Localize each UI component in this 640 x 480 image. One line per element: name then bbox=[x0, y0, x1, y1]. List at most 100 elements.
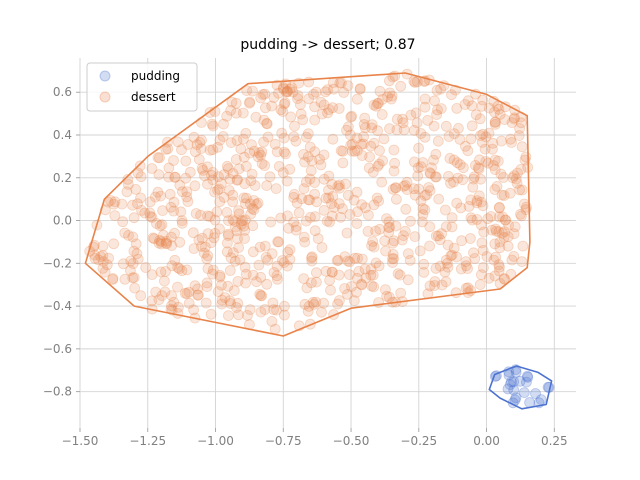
dessert-point bbox=[345, 281, 357, 293]
dessert-point bbox=[492, 100, 504, 112]
dessert-point bbox=[477, 200, 489, 212]
dessert-point bbox=[298, 273, 310, 285]
dessert-point bbox=[478, 226, 490, 238]
dessert-point bbox=[195, 143, 207, 155]
pudding-point bbox=[518, 387, 530, 399]
dessert-point bbox=[254, 288, 266, 300]
x-tick-label: −1.00 bbox=[197, 434, 234, 448]
dessert-point bbox=[300, 176, 312, 188]
dessert-point bbox=[229, 255, 241, 267]
dessert-point bbox=[373, 195, 385, 207]
dessert-point bbox=[277, 82, 289, 94]
dessert-point bbox=[290, 224, 302, 236]
dessert-point bbox=[240, 127, 252, 139]
dessert-point bbox=[227, 189, 239, 201]
dessert-point bbox=[127, 199, 138, 211]
dessert-point bbox=[303, 300, 315, 312]
dessert-point bbox=[278, 146, 290, 158]
dessert-point bbox=[441, 257, 453, 269]
dessert-point bbox=[181, 191, 193, 203]
dessert-point bbox=[189, 146, 201, 158]
dessert-point bbox=[118, 258, 129, 270]
dessert-point bbox=[119, 273, 131, 285]
dessert-point bbox=[508, 170, 520, 182]
dessert-point bbox=[105, 195, 116, 206]
dessert-point bbox=[333, 179, 345, 191]
dessert-point bbox=[474, 113, 486, 125]
dessert-point bbox=[227, 247, 239, 259]
dessert-point bbox=[175, 206, 187, 218]
dessert-point bbox=[410, 107, 422, 119]
y-tick-label: 0.6 bbox=[53, 85, 72, 99]
dessert-point bbox=[381, 213, 392, 225]
dessert-point bbox=[433, 193, 445, 205]
dessert-point bbox=[494, 109, 506, 120]
y-tick-label: 0.0 bbox=[53, 214, 72, 228]
dessert-point bbox=[165, 201, 177, 213]
dessert-point bbox=[448, 154, 460, 166]
dessert-point bbox=[223, 215, 234, 227]
dessert-point bbox=[248, 145, 260, 157]
dessert-point bbox=[485, 211, 497, 222]
dessert-point bbox=[496, 135, 507, 147]
dessert-point bbox=[128, 212, 140, 224]
legend-frame bbox=[86, 62, 198, 112]
dessert-point bbox=[356, 279, 368, 291]
dessert-point bbox=[298, 231, 310, 243]
dessert-point bbox=[214, 271, 226, 283]
dessert-point bbox=[306, 251, 318, 263]
dessert-point bbox=[337, 145, 349, 157]
x-tick-label: 0.25 bbox=[541, 434, 568, 448]
dessert-point bbox=[503, 219, 515, 231]
dessert-point bbox=[468, 173, 480, 185]
dessert-point bbox=[154, 152, 165, 164]
dessert-point bbox=[244, 96, 256, 108]
dessert-point bbox=[391, 113, 403, 125]
dessert-point bbox=[493, 103, 505, 115]
dessert-point bbox=[327, 191, 339, 202]
dessert-point bbox=[497, 211, 509, 223]
dessert-point bbox=[358, 131, 370, 143]
dessert-point bbox=[463, 200, 475, 212]
dessert-point bbox=[350, 286, 362, 298]
dessert-point bbox=[373, 97, 384, 109]
dessert-point bbox=[292, 90, 304, 101]
dessert-point bbox=[465, 133, 477, 145]
dessert-point bbox=[383, 226, 395, 238]
dessert-point bbox=[240, 198, 251, 210]
dessert-point bbox=[188, 304, 200, 316]
dessert-point bbox=[331, 255, 343, 267]
dessert-point bbox=[310, 276, 322, 288]
dessert-point bbox=[156, 238, 167, 250]
dessert-point bbox=[476, 237, 488, 249]
dessert-point bbox=[229, 215, 241, 227]
dessert-point bbox=[176, 265, 188, 277]
dessert-point bbox=[309, 211, 321, 223]
dessert-point bbox=[193, 234, 205, 246]
dessert-point bbox=[327, 102, 339, 114]
dessert-point bbox=[408, 124, 420, 136]
dessert-point bbox=[294, 99, 306, 110]
pudding-point bbox=[522, 370, 533, 382]
dessert-point bbox=[235, 143, 247, 155]
dessert-point bbox=[370, 100, 382, 112]
dessert-point bbox=[103, 252, 114, 264]
x-tick-label: −0.25 bbox=[400, 434, 437, 448]
pudding-point bbox=[530, 388, 541, 399]
dessert-point bbox=[231, 135, 243, 146]
dessert-point bbox=[482, 157, 494, 169]
dessert-point bbox=[344, 256, 356, 268]
dessert-point bbox=[513, 130, 525, 142]
dessert-point bbox=[240, 192, 252, 204]
dessert-point bbox=[232, 297, 244, 309]
dessert-point bbox=[238, 151, 250, 163]
dessert-point bbox=[284, 83, 296, 95]
dessert-point bbox=[398, 124, 410, 136]
dessert-point bbox=[432, 104, 443, 116]
dessert-point bbox=[306, 155, 318, 167]
dessert-point bbox=[494, 236, 506, 248]
dessert-point bbox=[500, 214, 512, 226]
dessert-point bbox=[494, 261, 505, 273]
dessert-point bbox=[325, 284, 336, 296]
dessert-point bbox=[412, 170, 424, 182]
